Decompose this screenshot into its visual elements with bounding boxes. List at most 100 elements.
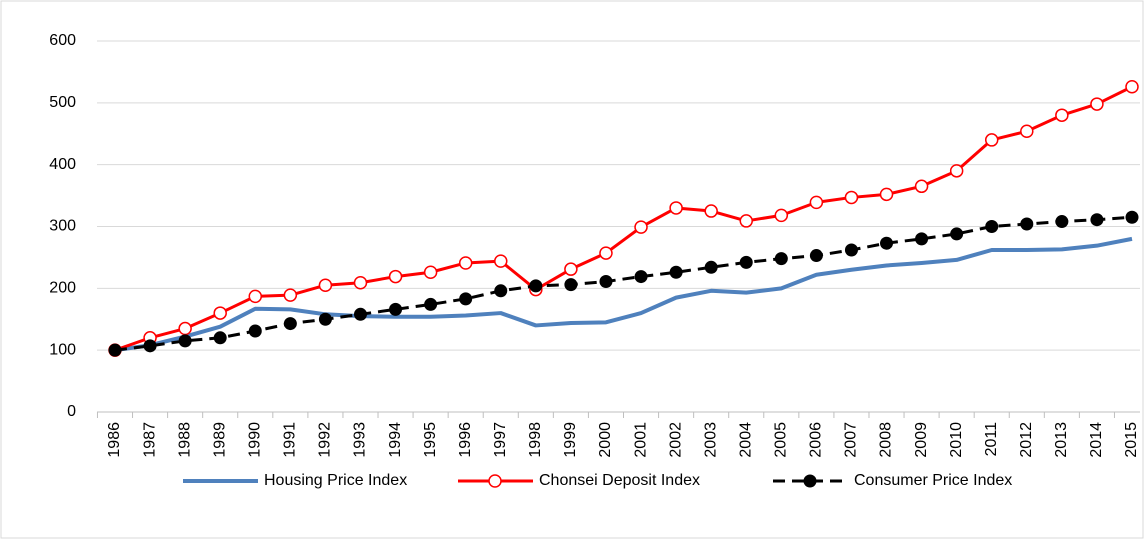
legend-label: Housing Price Index	[264, 472, 407, 489]
y-tick-label: 500	[49, 94, 76, 111]
x-tick-label: 1998	[527, 422, 544, 458]
x-tick-label: 1990	[246, 422, 263, 458]
data-point	[950, 227, 964, 241]
y-tick-label: 200	[49, 280, 76, 297]
data-point	[248, 324, 262, 338]
data-point	[213, 331, 227, 345]
data-point	[459, 292, 473, 306]
data-point	[353, 276, 368, 290]
x-tick-label: 2010	[948, 422, 965, 458]
data-point	[914, 179, 929, 194]
x-tick-label: 1993	[352, 422, 369, 458]
data-point	[739, 214, 753, 228]
y-tick-label: 400	[49, 156, 76, 173]
data-point	[669, 265, 683, 279]
x-tick-label: 2004	[737, 422, 754, 458]
data-point	[494, 284, 508, 298]
y-tick-label: 600	[49, 32, 76, 49]
data-point	[599, 275, 613, 289]
x-tick-label: 2008	[878, 422, 895, 458]
x-tick-label: 1986	[106, 422, 123, 458]
data-point	[704, 260, 718, 274]
data-point	[353, 307, 367, 321]
data-point	[318, 278, 333, 292]
data-point	[318, 312, 332, 326]
data-point	[529, 279, 543, 293]
data-point	[458, 256, 473, 270]
data-point	[949, 164, 964, 178]
legend-marker	[488, 474, 502, 488]
x-tick-label: 1994	[387, 422, 404, 458]
data-point	[774, 252, 788, 266]
x-tick-label: 1996	[457, 422, 474, 458]
legend-label: Chonsei Deposit Index	[539, 472, 700, 489]
legend-label: Consumer Price Index	[854, 472, 1012, 489]
data-point	[213, 306, 227, 320]
y-tick-label: 300	[49, 218, 76, 235]
data-point	[985, 220, 999, 233]
x-tick-label: 2007	[843, 422, 860, 458]
data-point	[634, 220, 648, 234]
x-tick-label: 1991	[282, 422, 299, 458]
x-tick-label: 2006	[808, 422, 825, 458]
x-tick-label: 1988	[176, 422, 193, 458]
data-point	[844, 243, 858, 257]
data-point	[108, 343, 122, 357]
data-point	[844, 190, 859, 205]
data-point	[984, 133, 999, 147]
x-tick-label: 2003	[702, 422, 719, 458]
data-point	[178, 321, 192, 336]
x-tick-label: 1987	[141, 422, 158, 458]
x-tick-label: 1989	[211, 422, 228, 458]
data-point	[774, 208, 789, 223]
x-tick-label: 1999	[562, 422, 579, 458]
data-point	[880, 236, 894, 250]
data-point	[1020, 124, 1034, 139]
data-point	[494, 254, 508, 268]
data-point	[634, 270, 648, 284]
x-tick-label: 2012	[1018, 422, 1035, 458]
data-point	[1055, 108, 1069, 122]
x-tick-label: 2013	[1053, 422, 1070, 458]
data-point	[809, 195, 824, 210]
legend-marker	[803, 474, 817, 488]
data-point	[879, 187, 894, 202]
y-tick-label: 0	[67, 403, 76, 420]
data-point	[143, 339, 157, 353]
data-point	[739, 255, 753, 269]
data-point	[669, 201, 683, 215]
data-point	[564, 262, 578, 276]
data-point	[423, 265, 438, 280]
data-point	[424, 297, 438, 311]
data-point	[1055, 215, 1069, 229]
data-point	[1125, 210, 1139, 224]
data-point	[283, 288, 298, 302]
data-point	[1020, 217, 1034, 231]
y-tick-label: 100	[49, 341, 76, 358]
data-point	[389, 302, 403, 316]
x-tick-label: 2002	[667, 422, 684, 458]
data-point	[1125, 80, 1139, 94]
x-tick-label: 1995	[422, 422, 439, 458]
x-tick-label: 2001	[632, 422, 649, 458]
x-tick-label: 2014	[1088, 422, 1105, 458]
x-tick-label: 2011	[983, 422, 1000, 457]
data-point	[599, 246, 613, 260]
data-point	[704, 204, 718, 218]
data-point	[915, 232, 929, 246]
data-point	[388, 269, 403, 284]
x-tick-label: 1997	[492, 422, 509, 458]
data-point	[1090, 213, 1104, 227]
x-tick-label: 2015	[1123, 422, 1140, 458]
x-tick-label: 1992	[317, 422, 334, 458]
data-point	[248, 289, 263, 304]
data-point	[564, 278, 578, 292]
data-point	[178, 334, 192, 348]
data-point	[809, 249, 823, 263]
data-point	[283, 317, 297, 331]
x-tick-label: 2000	[597, 422, 614, 458]
data-point	[1090, 97, 1104, 111]
series-line	[114, 236, 1133, 353]
x-tick-label: 2009	[913, 422, 930, 458]
